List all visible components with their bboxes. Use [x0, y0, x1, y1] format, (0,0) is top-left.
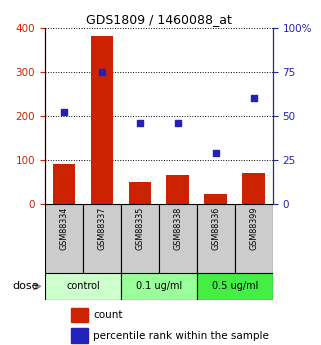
FancyBboxPatch shape: [197, 273, 273, 300]
Point: [251, 95, 256, 101]
FancyBboxPatch shape: [45, 204, 83, 273]
Bar: [242, 173, 265, 204]
Bar: [71, 328, 88, 343]
Text: dose: dose: [12, 282, 39, 291]
FancyBboxPatch shape: [197, 204, 235, 273]
FancyBboxPatch shape: [121, 273, 197, 300]
Text: GSM88335: GSM88335: [135, 206, 144, 250]
Text: 0.1 ug/ml: 0.1 ug/ml: [136, 282, 182, 291]
Text: count: count: [93, 310, 123, 320]
Title: GDS1809 / 1460088_at: GDS1809 / 1460088_at: [86, 13, 232, 27]
Text: GSM88334: GSM88334: [59, 206, 68, 249]
Bar: [128, 181, 151, 204]
FancyBboxPatch shape: [121, 204, 159, 273]
Bar: [91, 36, 113, 204]
Bar: [204, 194, 227, 204]
FancyBboxPatch shape: [45, 273, 121, 300]
FancyBboxPatch shape: [83, 204, 121, 273]
Text: GSM88336: GSM88336: [211, 206, 221, 249]
Text: GSM88338: GSM88338: [173, 206, 182, 249]
Text: GSM88337: GSM88337: [97, 206, 107, 250]
Text: control: control: [66, 282, 100, 291]
FancyBboxPatch shape: [159, 204, 197, 273]
Bar: [71, 308, 88, 322]
FancyBboxPatch shape: [235, 204, 273, 273]
Point: [137, 120, 143, 125]
Point: [213, 150, 218, 155]
Bar: [53, 164, 75, 204]
Bar: [167, 175, 189, 204]
Text: 0.5 ug/ml: 0.5 ug/ml: [212, 282, 258, 291]
Point: [175, 120, 180, 125]
Text: percentile rank within the sample: percentile rank within the sample: [93, 331, 269, 341]
Point: [99, 69, 104, 74]
Point: [61, 109, 66, 115]
Text: GSM88399: GSM88399: [249, 206, 258, 250]
